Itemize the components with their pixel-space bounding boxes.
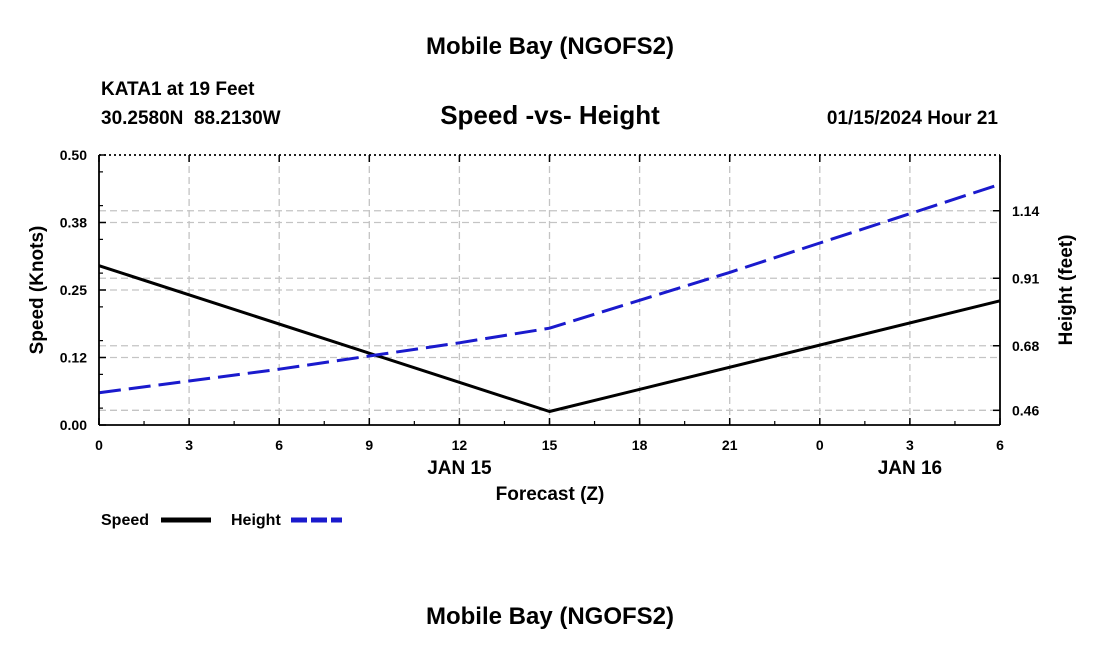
x-tick-label: 21 (722, 437, 738, 453)
y-axis-left-label: Speed (Knots) (27, 226, 48, 355)
series-line-height (98, 182, 1001, 395)
legend: Speed Height (101, 512, 342, 529)
x-tick-label: 0 (95, 437, 103, 453)
series-layer (98, 182, 1001, 413)
y-tick-label-right: 1.14 (1012, 203, 1039, 219)
tick-labels: 0 3 6 9 12 15 18 21 0 3 6 JAN 15 JAN 16 0.00 0.12 0.25 0… (60, 147, 1040, 479)
forecast-timestamp: 01/15/2024 Hour 21 (827, 108, 999, 129)
station-label: KATA1 at 19 Feet (101, 79, 255, 100)
legend-label-height: Height (231, 512, 281, 529)
y-tick-label-left: 0.00 (60, 417, 87, 433)
x-tick-label: 3 (906, 437, 914, 453)
x-tick-label: 0 (816, 437, 824, 453)
x-axis-label: Forecast (Z) (496, 484, 605, 505)
station-coordinates: 30.2580N 88.2130W (101, 108, 281, 129)
x-tick-label: 9 (365, 437, 373, 453)
series-line-speed (98, 264, 1001, 413)
axes (98, 154, 1001, 426)
x-tick-label: 18 (632, 437, 648, 453)
y-tick-label-left: 0.12 (60, 350, 87, 366)
y-tick-label-left: 0.25 (60, 282, 87, 298)
footer-title: Mobile Bay (NGOFS2) (426, 603, 674, 630)
x-tick-label: 3 (185, 437, 193, 453)
x-date-label: JAN 15 (427, 458, 492, 479)
chart-title: Mobile Bay (NGOFS2) (426, 33, 674, 60)
grid (99, 155, 1000, 425)
x-date-label: JAN 16 (878, 458, 942, 479)
legend-label-speed: Speed (101, 512, 149, 529)
x-tick-label: 6 (996, 437, 1004, 453)
y-tick-label-left: 0.50 (60, 147, 87, 163)
y-tick-label-right: 0.46 (1012, 402, 1039, 418)
y-tick-label-left: 0.38 (60, 215, 87, 231)
y-tick-label-right: 0.68 (1012, 338, 1039, 354)
x-tick-label: 6 (275, 437, 283, 453)
x-tick-label: 15 (542, 437, 558, 453)
y-tick-label-right: 0.91 (1012, 270, 1039, 286)
y-axis-right-label: Height (feet) (1056, 235, 1077, 346)
x-tick-label: 12 (452, 437, 468, 453)
chart-subtitle: Speed -vs- Height (440, 100, 660, 130)
